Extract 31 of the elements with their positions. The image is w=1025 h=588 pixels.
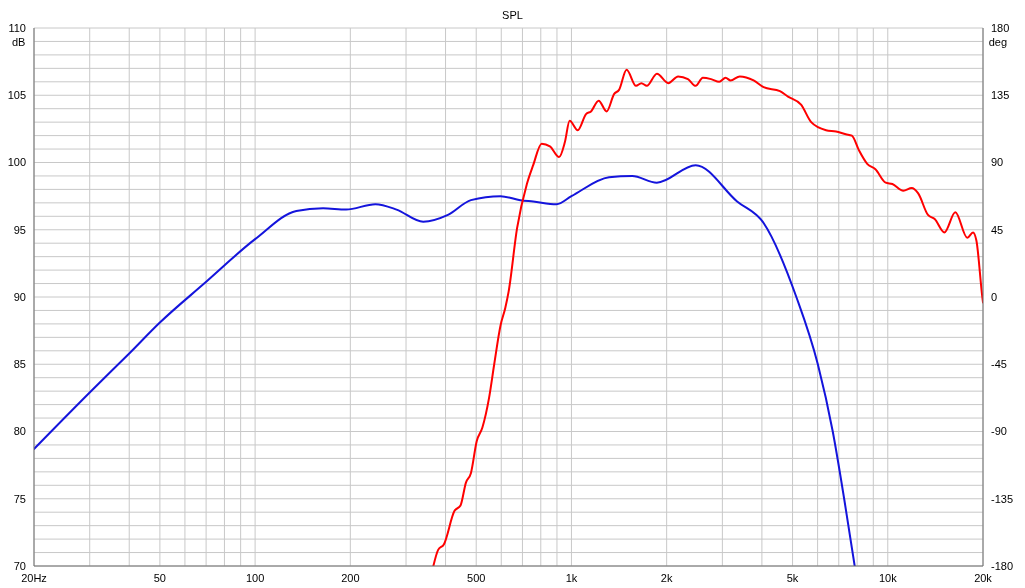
- y-tick-label: 110: [8, 21, 26, 34]
- x-tick-label: 2k: [660, 571, 673, 584]
- x-tick-label: 20Hz: [21, 571, 47, 584]
- y-tick-label: 70: [13, 559, 26, 572]
- y2-axis-title: deg: [988, 36, 1007, 48]
- y2-tick-label: -90: [991, 425, 1007, 438]
- y2-tick-label: -180: [991, 559, 1014, 572]
- y-tick-label: 80: [13, 425, 26, 438]
- y-tick-label: 100: [7, 156, 26, 169]
- x-tick-label: 50: [153, 571, 167, 584]
- y2-tick-label: -45: [991, 358, 1007, 371]
- y-tick-label: 95: [13, 223, 26, 236]
- x-tick-label: 20k: [974, 571, 993, 584]
- y2-tick-label: 180: [991, 21, 1010, 34]
- y-tick-label: 90: [13, 290, 26, 303]
- y-tick-label: 75: [13, 492, 26, 505]
- y2-tick-label: 90: [991, 156, 1004, 169]
- x-tick-label: 500: [467, 571, 486, 584]
- y2-tick-label: 45: [991, 223, 1004, 236]
- x-tick-label: 5k: [786, 571, 799, 584]
- x-tick-label: 10k: [878, 571, 898, 584]
- y-tick-label: 105: [7, 89, 26, 102]
- y2-tick-label: -135: [991, 492, 1014, 505]
- x-tick-label: 100: [245, 571, 265, 584]
- y-tick-label: 85: [13, 358, 26, 371]
- y-axis-title: dB: [12, 36, 26, 48]
- x-tick-label: 200: [341, 571, 360, 584]
- y2-tick-label: 0: [991, 290, 998, 303]
- x-tick-label: 1k: [565, 571, 578, 584]
- y2-tick-label: 135: [991, 89, 1010, 102]
- chart-title: SPL: [501, 9, 524, 21]
